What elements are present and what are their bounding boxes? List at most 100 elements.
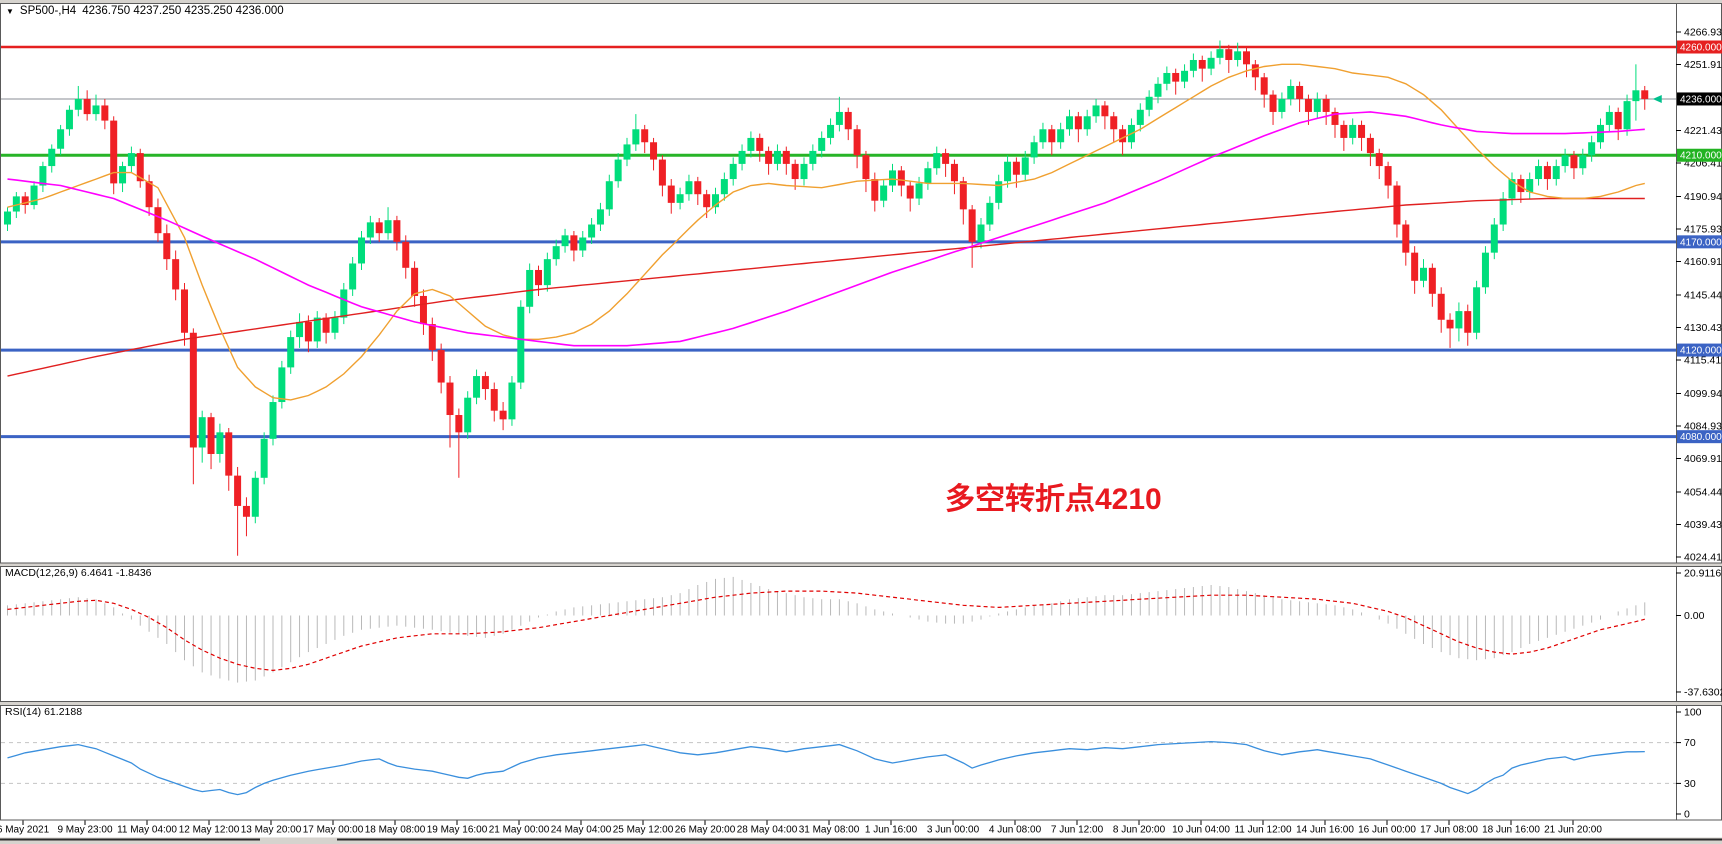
candle bbox=[641, 129, 649, 143]
time-label: 18 May 08:00 bbox=[365, 825, 426, 836]
candle bbox=[827, 124, 835, 138]
candle bbox=[216, 432, 224, 454]
candle bbox=[1605, 111, 1613, 125]
candle bbox=[685, 181, 693, 195]
time-label: 21 Jun 20:00 bbox=[1544, 825, 1602, 836]
candle bbox=[145, 181, 153, 208]
candle bbox=[543, 259, 551, 286]
time-label: 24 May 04:00 bbox=[551, 825, 612, 836]
svg-text:4190.945: 4190.945 bbox=[1684, 191, 1722, 203]
candle bbox=[517, 306, 525, 383]
time-label: 13 May 20:00 bbox=[241, 825, 302, 836]
svg-text:4115.415: 4115.415 bbox=[1684, 354, 1722, 366]
svg-text:-37.6302: -37.6302 bbox=[1684, 686, 1722, 698]
svg-text:4099.945: 4099.945 bbox=[1684, 388, 1722, 400]
candle bbox=[1588, 142, 1596, 156]
candle bbox=[1543, 166, 1551, 180]
candle bbox=[1570, 155, 1578, 169]
candle bbox=[375, 222, 383, 234]
candle bbox=[800, 163, 808, 180]
candle bbox=[897, 170, 905, 186]
candle bbox=[411, 267, 419, 296]
candle bbox=[1349, 124, 1357, 138]
svg-text:4210.000: 4210.000 bbox=[1680, 151, 1722, 162]
candle bbox=[1535, 166, 1543, 180]
candle bbox=[1110, 116, 1118, 130]
candle bbox=[1048, 129, 1056, 143]
candle bbox=[1437, 293, 1445, 320]
candle bbox=[1561, 155, 1569, 167]
candle bbox=[1269, 94, 1277, 112]
candle bbox=[986, 202, 994, 225]
candle bbox=[304, 321, 312, 342]
svg-text:4084.930: 4084.930 bbox=[1684, 420, 1722, 432]
candle bbox=[623, 144, 631, 160]
macd-signal-line bbox=[7, 590, 1645, 672]
candle bbox=[1074, 116, 1082, 130]
candle bbox=[738, 150, 746, 164]
candle bbox=[30, 185, 38, 206]
svg-text:20.9116: 20.9116 bbox=[1684, 567, 1721, 579]
candle bbox=[968, 209, 976, 242]
candle bbox=[1508, 179, 1516, 199]
candle bbox=[950, 163, 958, 182]
symbol-dropdown-icon[interactable]: ▼ bbox=[6, 6, 14, 16]
price-badge bbox=[1677, 92, 1722, 106]
candle bbox=[579, 237, 587, 251]
symbol-ohlc-values: 4236.750 4237.250 4235.250 4236.000 bbox=[82, 5, 284, 17]
svg-text:4054.445: 4054.445 bbox=[1684, 486, 1722, 498]
candle bbox=[1446, 319, 1454, 329]
candle bbox=[172, 259, 180, 290]
candle bbox=[242, 505, 250, 517]
candle bbox=[1136, 109, 1144, 125]
candle bbox=[1251, 64, 1259, 78]
candle bbox=[260, 438, 268, 478]
candle bbox=[437, 350, 445, 383]
candle bbox=[1181, 70, 1189, 82]
candle bbox=[1402, 224, 1410, 253]
time-label: 7 Jun 12:00 bbox=[1051, 825, 1104, 836]
time-label: 11 Jun 12:00 bbox=[1234, 825, 1292, 836]
candle bbox=[1030, 142, 1038, 158]
candle bbox=[508, 382, 516, 420]
svg-text:4175.930: 4175.930 bbox=[1684, 223, 1722, 235]
candle bbox=[1331, 111, 1339, 125]
candle bbox=[269, 402, 277, 439]
time-label: 18 Jun 16:00 bbox=[1482, 825, 1540, 836]
candle bbox=[1455, 311, 1463, 329]
time-label: 14 Jun 16:00 bbox=[1296, 825, 1354, 836]
time-label: 26 May 20:00 bbox=[675, 825, 736, 836]
candle bbox=[251, 477, 259, 517]
svg-text:4170.000: 4170.000 bbox=[1680, 237, 1722, 248]
candle bbox=[1552, 166, 1560, 180]
candle bbox=[977, 224, 985, 242]
candle bbox=[225, 432, 233, 476]
candle bbox=[39, 166, 47, 186]
candle bbox=[402, 241, 410, 268]
candle bbox=[136, 153, 144, 182]
candle bbox=[1260, 77, 1268, 95]
candle bbox=[110, 120, 118, 184]
candle bbox=[1623, 101, 1631, 130]
svg-text:0.00: 0.00 bbox=[1684, 610, 1705, 622]
candle bbox=[844, 111, 852, 130]
candle bbox=[818, 137, 826, 151]
time-axis-strip bbox=[0, 820, 1722, 838]
candle bbox=[92, 105, 100, 115]
candle bbox=[596, 209, 604, 225]
candle bbox=[694, 181, 702, 195]
candle bbox=[455, 415, 463, 433]
symbol-title: SP500-,H4 bbox=[19, 5, 77, 17]
candle bbox=[791, 163, 799, 180]
svg-text:4251.915: 4251.915 bbox=[1684, 59, 1722, 71]
time-label: 3 Jun 00:00 bbox=[927, 825, 980, 836]
time-label: 19 May 16:00 bbox=[427, 825, 488, 836]
current-price-arrow-icon bbox=[1652, 94, 1662, 103]
candle bbox=[667, 185, 675, 203]
chart-annotation-text: 多空转折点4210 bbox=[945, 483, 1162, 516]
rsi-line bbox=[7, 740, 1645, 796]
time-label: 12 May 12:00 bbox=[179, 825, 240, 836]
candle bbox=[1597, 124, 1604, 143]
candle bbox=[1411, 252, 1419, 281]
